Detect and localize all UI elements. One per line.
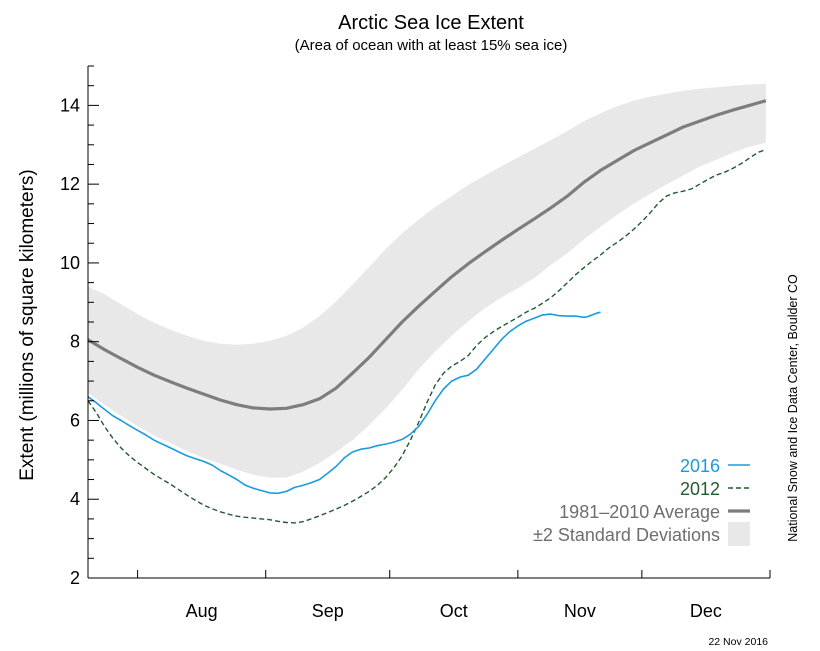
- y-axis-label: Extent (millions of square kilometers): [17, 169, 38, 481]
- plot-area: 2 4 6 8 10 12 14 Aug Sep Oct Nov Dec 2016 2012 1981–20…: [60, 65, 771, 621]
- y-tick-label: 2: [70, 568, 80, 588]
- date-stamp: 22 Nov 2016: [708, 636, 768, 648]
- x-tick-label: Sep: [312, 601, 344, 621]
- legend-label-std-dev: ±2 Standard Deviations: [533, 525, 720, 545]
- std-dev-band: [88, 83, 766, 478]
- legend-label-2016: 2016: [680, 456, 720, 476]
- y-tick-label: 10: [60, 253, 80, 273]
- y-tick-label: 8: [70, 332, 80, 352]
- legend-label-average: 1981–2010 Average: [559, 502, 720, 522]
- x-tick-label: Nov: [564, 601, 596, 621]
- x-tick-label: Aug: [186, 601, 218, 621]
- legend-label-2012: 2012: [680, 479, 720, 499]
- chart-title: Arctic Sea Ice Extent: [338, 12, 524, 34]
- y-tick-label: 6: [70, 410, 80, 430]
- chart-subtitle: (Area of ocean with at least 15% sea ice…: [295, 37, 568, 54]
- credit-text: National Snow and Ice Data Center, Bould…: [786, 274, 800, 542]
- series-2016-line: [87, 311, 601, 495]
- series-2012-line: [87, 148, 767, 524]
- x-tick-label: Dec: [690, 601, 722, 621]
- y-tick-label: 12: [60, 174, 80, 194]
- y-tick-label: 4: [70, 489, 80, 509]
- average-line: [87, 99, 767, 411]
- legend-swatch-std-dev: [728, 522, 750, 546]
- y-tick-label: 14: [60, 95, 80, 115]
- x-tick-label: Oct: [440, 601, 468, 621]
